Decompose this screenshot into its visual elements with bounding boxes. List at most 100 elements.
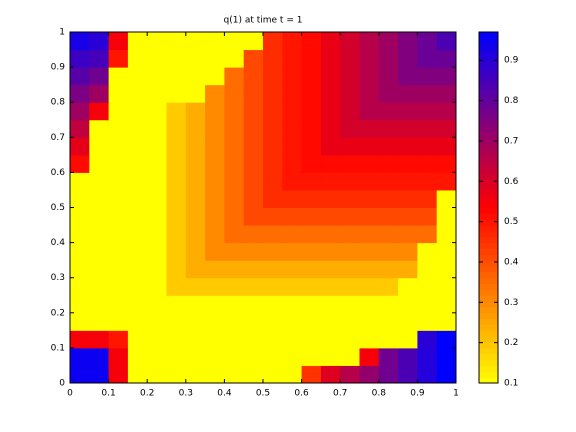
- heatmap-cell: [70, 260, 90, 279]
- heatmap-cell: [70, 295, 90, 314]
- heatmap-cell: [436, 347, 457, 366]
- y-tick-label: 0.4: [51, 238, 66, 248]
- heatmap-cell: [436, 67, 457, 86]
- heatmap-cell: [205, 49, 225, 68]
- y-tick-label: 0.3: [51, 273, 65, 283]
- heatmap-cell: [89, 330, 110, 349]
- heatmap-cell: [166, 225, 187, 244]
- heatmap-cell: [340, 119, 360, 138]
- heatmap-cell: [359, 102, 380, 121]
- colorbar-band: [479, 248, 498, 255]
- heatmap-cell: [301, 225, 322, 244]
- heatmap-cell: [127, 207, 148, 226]
- heatmap-cell: [282, 172, 303, 191]
- heatmap-cell: [282, 260, 303, 279]
- heatmap-cell: [378, 32, 399, 51]
- heatmap-cell: [147, 347, 167, 366]
- heatmap-cell: [243, 84, 264, 103]
- heatmap-cell: [108, 49, 129, 68]
- heatmap-cell: [89, 312, 110, 331]
- heatmap-cell: [320, 67, 341, 86]
- heatmap-cell: [224, 225, 245, 244]
- colorbar-band: [479, 149, 498, 156]
- colorbar-band: [479, 90, 498, 97]
- heatmap-cell: [282, 295, 303, 314]
- heatmap-cell: [224, 102, 245, 121]
- heatmap-cell: [185, 277, 206, 296]
- heatmap-cell: [417, 84, 438, 103]
- heatmap-cell: [224, 137, 245, 156]
- heatmap-cell: [378, 225, 399, 244]
- heatmap-cell: [205, 365, 225, 384]
- heatmap-cell: [417, 102, 438, 121]
- heatmap-cell: [320, 49, 341, 68]
- heatmap-cell: [320, 312, 341, 331]
- colorbar-band: [479, 172, 498, 179]
- heatmap-cell: [301, 365, 322, 384]
- y-tick-label: 0.2: [51, 308, 65, 318]
- colorbar-tick-label: 0.7: [504, 136, 518, 146]
- colorbar-band: [479, 271, 498, 279]
- heatmap-cell: [282, 365, 303, 384]
- heatmap-cell: [185, 84, 206, 103]
- colorbar-band: [479, 312, 498, 320]
- heatmap-cell: [378, 84, 399, 103]
- heatmap-cell: [108, 172, 129, 191]
- heatmap-cell: [340, 137, 360, 156]
- heatmap-cell: [108, 67, 129, 86]
- heatmap-cell: [378, 277, 399, 296]
- heatmap-cell: [166, 119, 187, 138]
- colorbar-band: [479, 330, 498, 337]
- heatmap-cell: [417, 330, 438, 349]
- heatmap-cell: [224, 330, 245, 349]
- heatmap-cell: [108, 32, 129, 51]
- heatmap-cell: [127, 277, 148, 296]
- heatmap-cell: [185, 102, 206, 121]
- colorbar-band: [479, 72, 498, 80]
- heatmap-cell: [224, 154, 245, 173]
- heatmap-cell: [166, 102, 187, 121]
- heatmap-cell: [166, 67, 187, 86]
- colorbar-tick-label: 0.8: [504, 96, 519, 106]
- heatmap-cell: [147, 172, 167, 191]
- heatmap-cell: [436, 32, 457, 51]
- heatmap-cell: [340, 347, 360, 366]
- heatmap-cell: [147, 207, 167, 226]
- heatmap-cell: [108, 312, 129, 331]
- chart-title: q(1) at time t = 1: [224, 16, 303, 26]
- heatmap-cell: [166, 207, 187, 226]
- heatmap-cell: [243, 102, 264, 121]
- colorbar-band: [479, 189, 498, 197]
- heatmap-cell: [205, 347, 225, 366]
- heatmap-cell: [359, 260, 380, 279]
- heatmap-cell: [205, 102, 225, 121]
- heatmap-cell: [127, 102, 148, 121]
- heatmap-cell: [398, 242, 418, 261]
- heatmap-cell: [378, 330, 399, 349]
- heatmap-cell: [320, 330, 341, 349]
- colorbar-band: [479, 119, 498, 127]
- heatmap-cell: [359, 154, 380, 173]
- heatmap-cell: [436, 207, 457, 226]
- heatmap-cell: [436, 189, 457, 208]
- heatmap-cell: [417, 242, 438, 261]
- heatmap-cell: [70, 242, 90, 261]
- heatmap-cell: [359, 137, 380, 156]
- heatmap-cell: [301, 295, 322, 314]
- x-tick-label: 1: [453, 389, 459, 399]
- colorbar-band: [479, 137, 498, 144]
- heatmap-cell: [205, 172, 225, 191]
- heatmap-cell: [436, 84, 457, 103]
- colorbar-band: [479, 277, 498, 285]
- heatmap-cell: [263, 49, 283, 68]
- heatmap-cell: [340, 154, 360, 173]
- heatmap-cell: [147, 119, 167, 138]
- heatmap-cell: [398, 32, 418, 51]
- heatmap-cell: [89, 365, 110, 384]
- heatmap-cell: [166, 312, 187, 331]
- heatmap-cell: [378, 312, 399, 331]
- heatmap-cell: [436, 365, 457, 384]
- colorbar-band: [479, 61, 498, 68]
- heatmap-cell: [417, 295, 438, 314]
- heatmap-cell: [359, 207, 380, 226]
